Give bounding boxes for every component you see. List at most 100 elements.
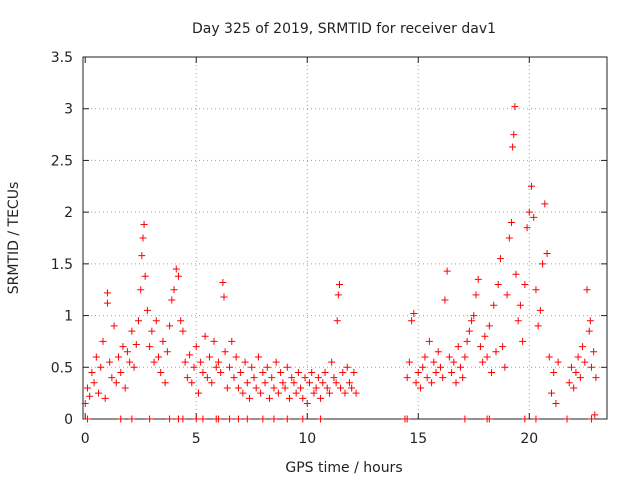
data-point	[220, 293, 228, 301]
data-point	[138, 252, 146, 260]
data-point	[419, 363, 427, 371]
data-point	[450, 358, 458, 366]
data-point	[345, 379, 353, 387]
data-point	[587, 363, 595, 371]
data-point	[192, 415, 200, 423]
data-point	[292, 389, 300, 397]
data-point	[339, 368, 347, 376]
data-point	[428, 379, 436, 387]
data-point	[590, 348, 598, 356]
data-point	[112, 379, 120, 387]
data-point	[214, 415, 222, 423]
data-point	[459, 374, 467, 382]
data-point	[234, 384, 242, 392]
x-axis-label: GPS time / hours	[285, 460, 402, 476]
data-point	[137, 286, 145, 294]
data-point	[294, 368, 302, 376]
data-point	[586, 317, 594, 325]
data-point	[281, 384, 289, 392]
data-point	[243, 415, 251, 423]
data-point	[283, 363, 291, 371]
data-point	[421, 353, 429, 361]
data-point	[115, 353, 123, 361]
y-tick-label: 0	[64, 412, 73, 428]
data-point	[516, 301, 524, 309]
data-point	[472, 291, 480, 299]
data-point	[332, 379, 340, 387]
data-point	[509, 143, 517, 151]
data-point	[403, 415, 411, 423]
data-point	[119, 343, 127, 351]
data-point	[530, 213, 538, 221]
y-tick-label: 2.5	[51, 153, 73, 169]
data-point	[337, 384, 345, 392]
data-point	[552, 399, 560, 407]
data-point	[81, 399, 89, 407]
data-point	[425, 337, 433, 345]
data-point	[219, 278, 227, 286]
data-point	[341, 389, 349, 397]
x-tick-label: 15	[409, 431, 427, 447]
data-point	[436, 363, 444, 371]
data-point	[463, 337, 471, 345]
data-point	[234, 415, 242, 423]
data-point	[154, 353, 162, 361]
data-point	[505, 234, 513, 242]
data-point	[454, 343, 462, 351]
data-point	[510, 131, 518, 139]
data-point	[541, 200, 549, 208]
data-point	[266, 394, 274, 402]
data-point	[83, 415, 91, 423]
data-point	[317, 415, 325, 423]
data-point	[88, 368, 96, 376]
data-point	[416, 384, 424, 392]
data-point	[212, 363, 220, 371]
data-point	[179, 327, 187, 335]
data-point	[121, 384, 129, 392]
data-point	[181, 358, 189, 366]
data-point	[159, 337, 167, 345]
data-point	[157, 368, 165, 376]
data-point	[343, 363, 351, 371]
data-point	[301, 374, 309, 382]
data-point	[279, 379, 287, 387]
data-point	[414, 368, 422, 376]
data-point	[201, 332, 209, 340]
data-point	[448, 368, 456, 376]
data-point	[325, 389, 333, 397]
data-point	[228, 337, 236, 345]
data-point	[183, 374, 191, 382]
grid-lines	[83, 57, 607, 419]
data-point	[179, 415, 187, 423]
data-point	[583, 286, 591, 294]
data-point	[303, 399, 311, 407]
data-point	[494, 281, 502, 289]
chart-title: Day 325 of 2019, SRMTID for receiver dav…	[192, 21, 496, 37]
data-point	[523, 224, 531, 232]
data-point	[323, 384, 331, 392]
data-point	[288, 374, 296, 382]
data-point	[166, 415, 174, 423]
data-point	[139, 234, 147, 242]
data-point	[257, 389, 265, 397]
data-point	[199, 368, 207, 376]
data-point	[485, 415, 493, 423]
data-point	[148, 327, 156, 335]
data-point	[188, 379, 196, 387]
data-point	[592, 374, 600, 382]
data-point	[465, 327, 473, 335]
data-point	[132, 341, 140, 349]
data-point	[117, 368, 125, 376]
data-point	[430, 358, 438, 366]
data-point	[206, 353, 214, 361]
x-tick-labels: 0 5 10 15 20	[81, 431, 538, 447]
data-point	[246, 394, 254, 402]
data-point	[230, 374, 238, 382]
data-point	[252, 384, 260, 392]
data-point	[352, 389, 360, 397]
data-point	[259, 368, 267, 376]
data-point	[101, 394, 109, 402]
data-point	[186, 351, 194, 359]
data-point	[277, 368, 285, 376]
